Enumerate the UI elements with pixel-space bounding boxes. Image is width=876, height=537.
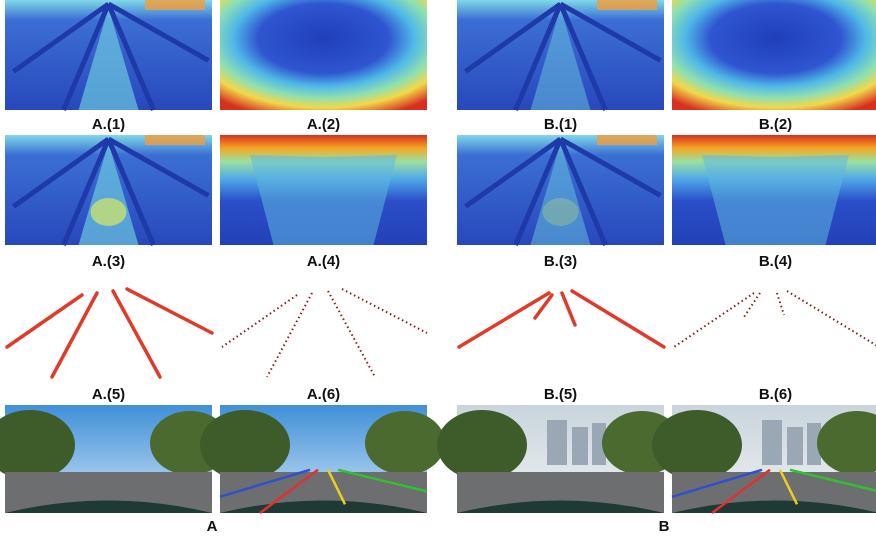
panel <box>459 291 664 347</box>
panel <box>200 405 445 513</box>
building <box>787 427 803 465</box>
panel-label: B.(3) <box>544 253 577 270</box>
lane-points <box>267 293 312 377</box>
lane-points <box>674 293 754 347</box>
heat-region <box>250 155 397 245</box>
panel <box>220 135 427 245</box>
trees <box>365 411 445 475</box>
lane-line <box>52 293 97 377</box>
lane-line <box>459 293 549 347</box>
panel-label: A.(4) <box>307 253 340 270</box>
page: {"groups": [ {"caption": "A", "panels": … <box>0 0 876 537</box>
panel <box>220 0 427 110</box>
panel-label: B.(1) <box>544 116 577 133</box>
heatmap <box>220 0 427 110</box>
panel <box>457 135 664 245</box>
panel <box>674 291 876 347</box>
panel-label: B.(6) <box>759 386 792 403</box>
building <box>762 420 782 465</box>
heat-hot <box>91 198 127 226</box>
panel-label: A.(3) <box>92 253 125 270</box>
panel <box>437 405 682 513</box>
panel-label: B.(2) <box>759 116 792 133</box>
lane-line <box>562 293 575 325</box>
panel <box>457 0 664 110</box>
panel <box>672 135 876 245</box>
trees <box>652 410 742 480</box>
panel <box>222 289 427 377</box>
lane-points <box>342 289 427 333</box>
heat-hot <box>597 135 657 145</box>
panel <box>0 405 230 513</box>
panel-label: B.(4) <box>759 253 792 270</box>
lane-points <box>777 293 784 315</box>
lane-points <box>744 293 760 317</box>
heat-hot <box>145 0 205 10</box>
panel <box>7 289 212 377</box>
group-caption: A <box>207 518 218 535</box>
panel <box>672 0 876 110</box>
heat-hot <box>597 0 657 10</box>
lane-points <box>328 291 375 377</box>
lane-line <box>572 291 664 347</box>
panel-label: B.(5) <box>544 386 577 403</box>
lane-points <box>222 295 297 347</box>
heatmap <box>672 0 876 110</box>
panel-label: A.(1) <box>92 116 125 133</box>
group-caption: B <box>659 518 670 535</box>
building <box>547 420 567 465</box>
figure: A.(1) A.(2) A.(3) A.(4) A.(5) A.(6) A B.(1) B.(2… <box>0 0 876 537</box>
panel <box>5 0 212 110</box>
trees <box>200 410 290 480</box>
heat-region <box>702 155 849 245</box>
heat-hot <box>543 198 579 226</box>
lane-line <box>127 289 212 333</box>
panel-label: A.(5) <box>92 386 125 403</box>
panel <box>652 405 876 513</box>
panel-label: A.(6) <box>307 386 340 403</box>
heat-hot <box>145 135 205 145</box>
trees <box>437 410 527 480</box>
panel-label: A.(2) <box>307 116 340 133</box>
lane-points <box>787 291 876 347</box>
panel <box>5 135 212 245</box>
building <box>572 427 588 465</box>
